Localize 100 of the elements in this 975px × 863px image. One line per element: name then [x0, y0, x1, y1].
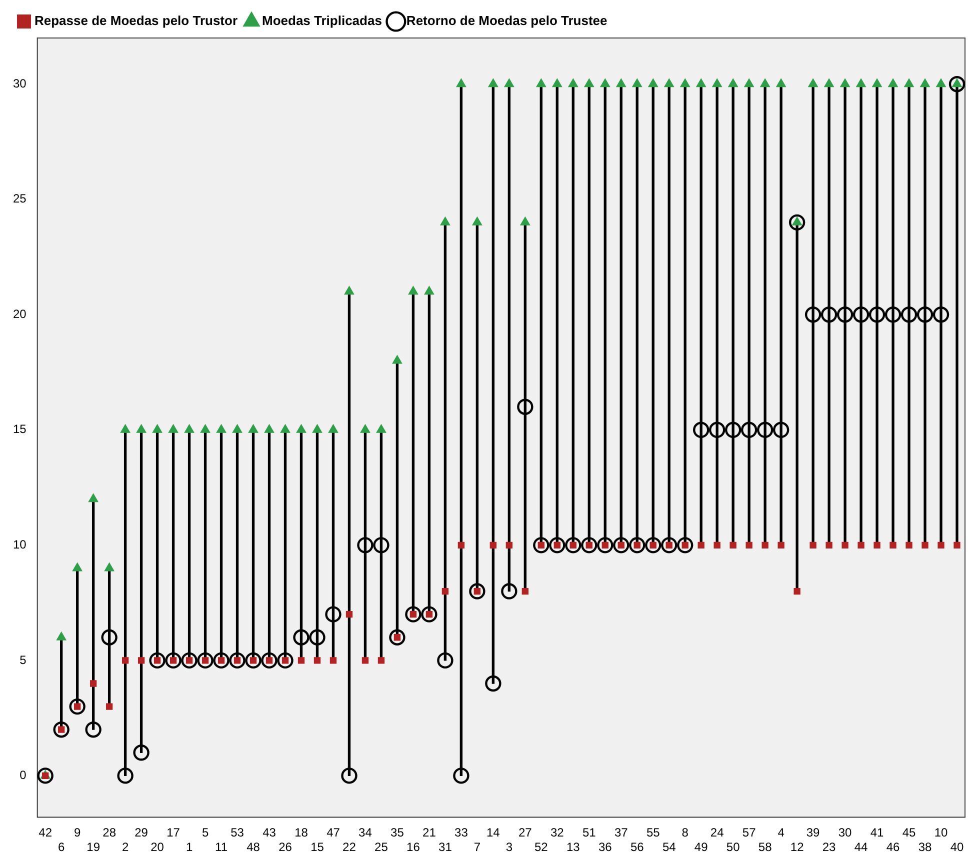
x-tick-label: 32 — [550, 826, 564, 840]
point — [629, 537, 646, 554]
y-tick-label: 25 — [12, 192, 27, 206]
point — [168, 424, 178, 433]
point — [389, 629, 406, 646]
x-tick-label: 16 — [406, 840, 420, 854]
point — [152, 424, 162, 433]
point — [746, 542, 752, 548]
point — [216, 424, 226, 433]
point — [458, 542, 465, 548]
point — [820, 306, 838, 323]
point — [938, 542, 944, 548]
x-tick-label: 2 — [122, 840, 129, 854]
x-tick-label: 26 — [278, 840, 292, 854]
point — [229, 652, 246, 669]
point — [421, 606, 438, 622]
x-tick-label: 18 — [294, 826, 308, 840]
x-tick-label: 47 — [326, 826, 340, 840]
point — [376, 424, 386, 433]
point — [581, 537, 598, 554]
x-tick-label: 40 — [950, 840, 964, 854]
point — [858, 542, 864, 548]
point — [517, 398, 534, 415]
legend-label: Moedas Triplicadas — [262, 13, 382, 28]
point — [69, 698, 86, 715]
point — [213, 652, 230, 669]
point — [424, 286, 434, 295]
point — [906, 542, 912, 548]
x-tick-label: 13 — [566, 840, 580, 854]
x-tick-label: 17 — [166, 826, 180, 840]
x-tick-label: 45 — [902, 826, 916, 840]
point — [264, 424, 274, 433]
point — [808, 78, 818, 88]
x-tick-label: 55 — [646, 826, 660, 840]
point — [138, 657, 145, 664]
y-tick-label: 20 — [12, 306, 27, 321]
x-tick-label: 58 — [758, 840, 772, 854]
point — [344, 286, 354, 295]
point — [840, 78, 850, 88]
point — [506, 542, 512, 548]
point — [442, 588, 449, 595]
point — [708, 422, 726, 438]
point — [37, 768, 54, 784]
point — [362, 657, 369, 664]
point — [794, 588, 800, 595]
point — [900, 306, 918, 323]
x-tick-label: 28 — [102, 826, 116, 840]
point — [661, 537, 678, 554]
point — [181, 652, 198, 669]
point — [437, 652, 454, 669]
x-tick-label: 1 — [186, 840, 193, 854]
x-tick-label: 43 — [262, 826, 276, 840]
x-tick-label: 48 — [246, 840, 260, 854]
x-tick-label: 4 — [778, 826, 785, 840]
point — [184, 424, 194, 433]
x-tick-label: 36 — [598, 840, 612, 854]
point — [645, 537, 662, 554]
x-tick-label: 5 — [202, 826, 209, 840]
point — [165, 652, 182, 669]
x-tick-label: 33 — [454, 826, 468, 840]
point — [378, 657, 385, 664]
point — [600, 78, 610, 88]
point — [856, 78, 866, 88]
point — [836, 306, 854, 323]
point — [804, 306, 822, 323]
point — [648, 78, 658, 88]
y-tick-label: 10 — [12, 537, 27, 552]
point — [440, 216, 450, 226]
point — [325, 606, 342, 622]
point — [868, 306, 886, 323]
x-tick-label: 39 — [806, 826, 820, 840]
point — [122, 657, 129, 664]
point — [549, 537, 566, 554]
x-tick-label: 46 — [886, 840, 900, 854]
point — [488, 78, 498, 88]
point — [677, 537, 694, 554]
point — [884, 306, 902, 323]
point — [730, 542, 736, 548]
x-tick-label: 10 — [934, 826, 948, 840]
point — [936, 78, 946, 88]
point — [330, 657, 337, 664]
point — [920, 78, 930, 88]
point — [533, 537, 550, 554]
point — [584, 78, 594, 88]
x-tick-label: 14 — [486, 826, 500, 840]
point — [762, 542, 768, 548]
x-tick-label: 20 — [150, 840, 164, 854]
x-tick-label: 19 — [86, 840, 100, 854]
point — [314, 657, 321, 664]
x-tick-label: 7 — [474, 840, 481, 854]
x-tick-label: 56 — [630, 840, 644, 854]
x-tick-label: 38 — [918, 840, 932, 854]
point — [408, 286, 418, 295]
point — [392, 355, 402, 364]
point — [360, 424, 370, 433]
point — [405, 606, 422, 622]
point — [312, 424, 322, 433]
point — [890, 542, 896, 548]
point — [888, 78, 898, 88]
x-tick-label: 12 — [790, 840, 804, 854]
